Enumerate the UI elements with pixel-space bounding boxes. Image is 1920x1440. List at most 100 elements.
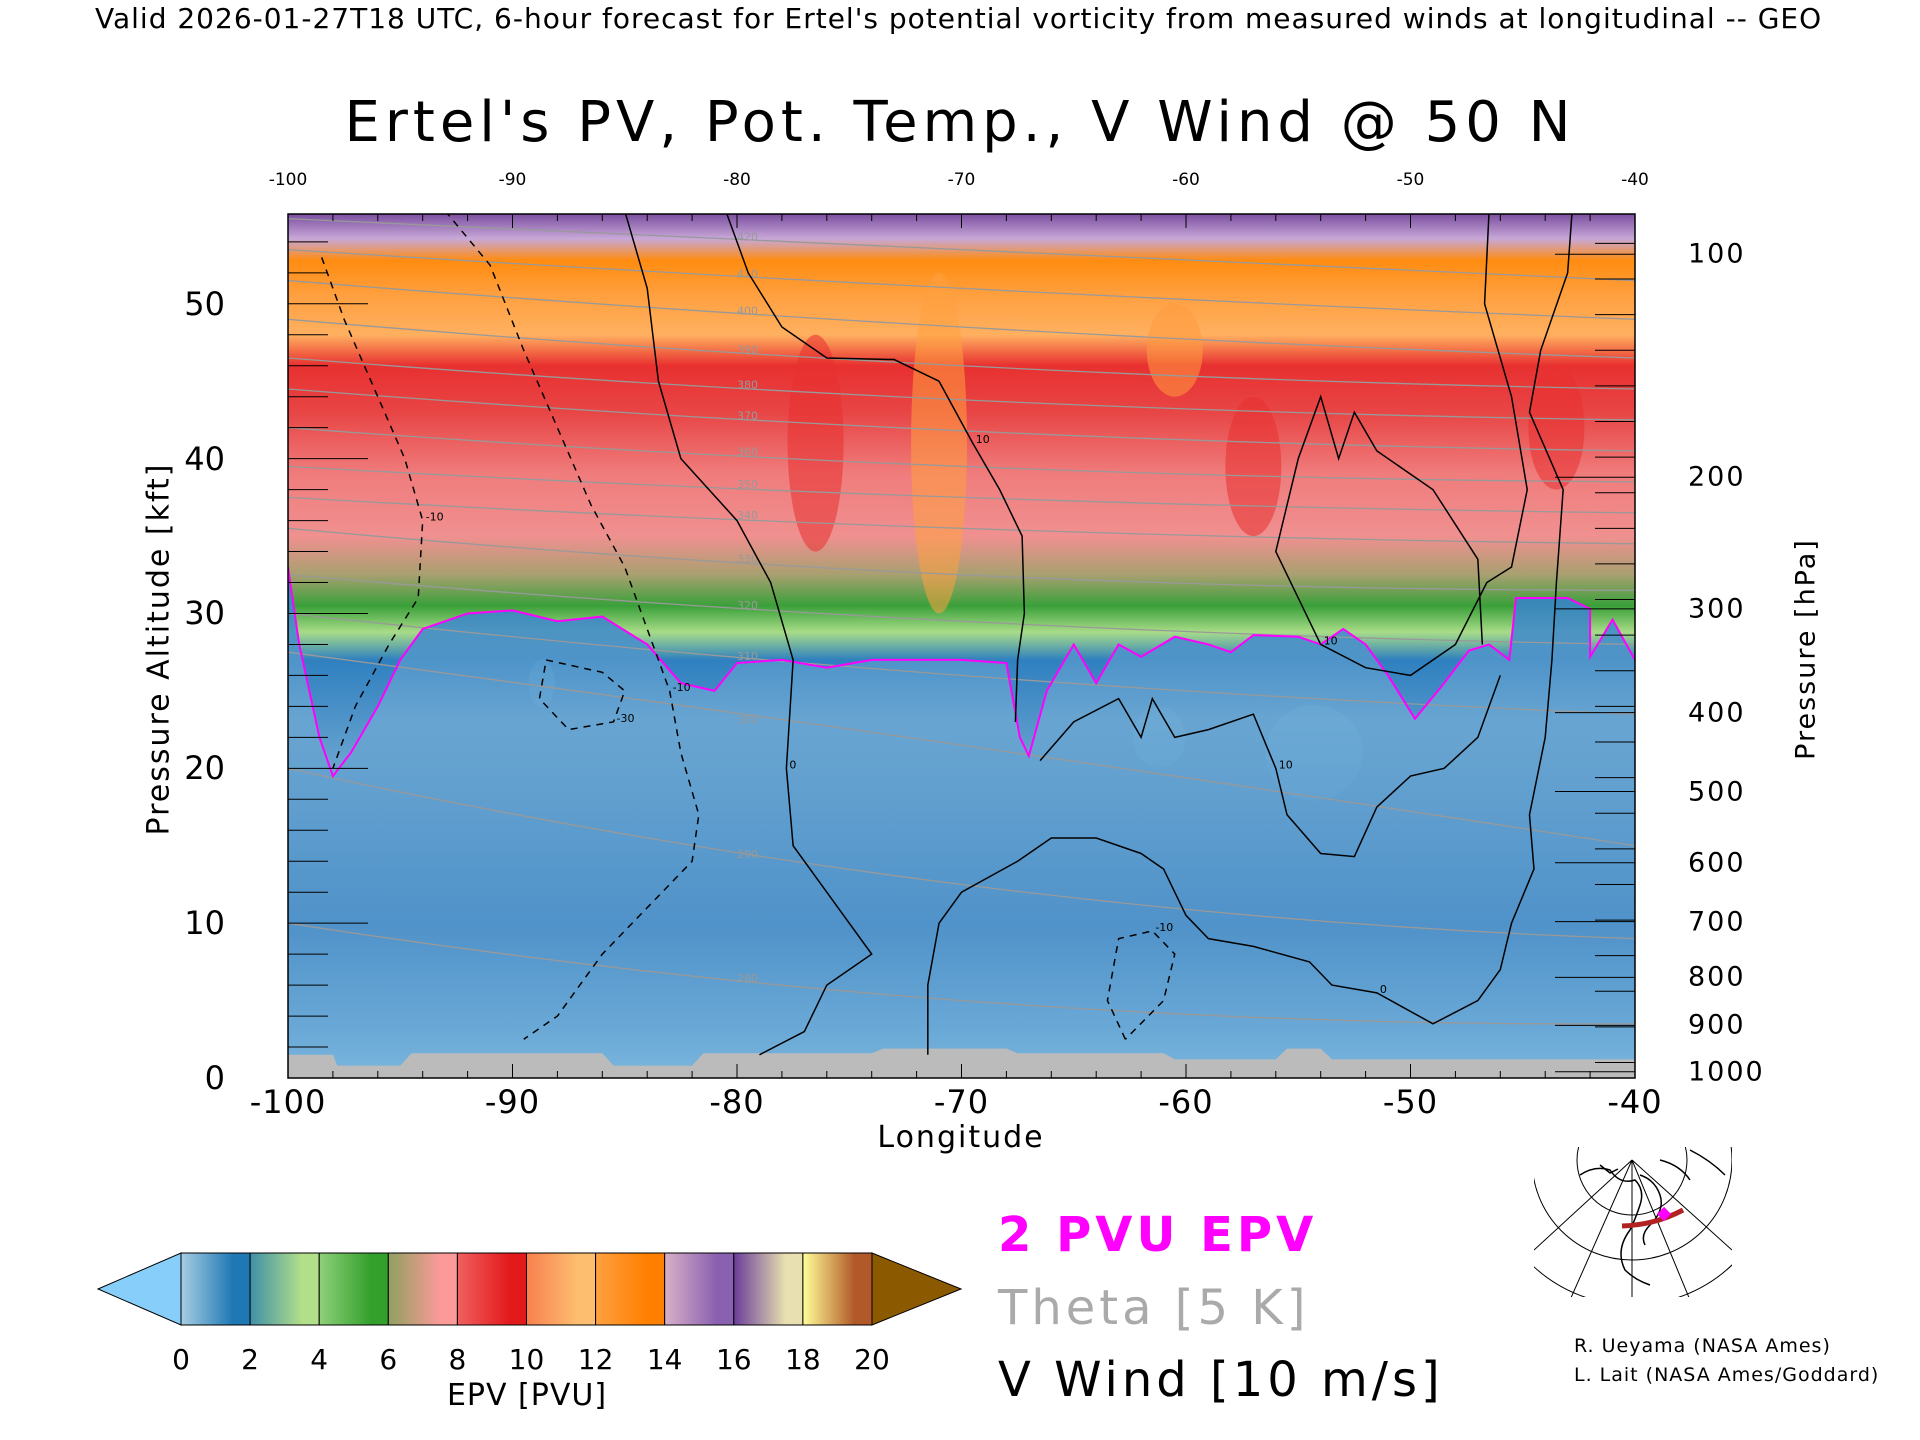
colorbar-segment xyxy=(526,1252,597,1326)
theta-label: 330 xyxy=(737,552,758,565)
colorbar-over-triangle xyxy=(871,1252,963,1326)
theta-isentrope xyxy=(288,388,1635,452)
theta-isentrope xyxy=(288,217,1635,282)
theta-label: 410 xyxy=(737,268,758,281)
colorbar-tick-label: 6 xyxy=(379,1343,398,1376)
y-tick-label: 20 xyxy=(184,749,225,788)
credit-line: L. Lait (NASA Ames/Goddard) xyxy=(1574,1364,1880,1386)
v-wind-contour xyxy=(624,214,873,1056)
x-tick-label: -40 xyxy=(1607,1083,1663,1121)
v-wind-contour xyxy=(726,214,1026,722)
v-wind-contour-label: -10 xyxy=(1155,921,1173,934)
theta-isentrope xyxy=(288,318,1635,390)
theta-label: 340 xyxy=(737,509,758,522)
plot-area: 420 410 400 390 380 370 360 350 340 330 320 310 300 2… xyxy=(287,213,1636,1079)
theta-label: 380 xyxy=(737,378,758,391)
colorbar-segment xyxy=(595,1252,666,1326)
troposphere-low-pv-region xyxy=(288,567,1635,1078)
x-tick-label: -80 xyxy=(709,1083,765,1121)
colorbar-segment xyxy=(180,1252,251,1326)
theta-label: 420 xyxy=(737,230,758,243)
theta-isentrope xyxy=(288,612,1635,715)
y-tick-label: 50 xyxy=(184,284,225,323)
top-x-tick-label: -60 xyxy=(1172,170,1200,190)
v-wind-contour-label: 10 xyxy=(976,433,990,446)
credit-line: R. Ueyama (NASA Ames) xyxy=(1574,1335,1831,1357)
pressure-tick-label: 700 xyxy=(1688,906,1746,938)
colorbar-tick-label: 20 xyxy=(854,1343,890,1376)
legend-pv-line: 2 PVU EPV xyxy=(998,1207,1318,1263)
colorbar-segment xyxy=(664,1252,735,1326)
legend-v-wind: V Wind [10 m/s] xyxy=(998,1352,1444,1408)
colorbar-tick-label: 0 xyxy=(172,1343,190,1376)
map-meridian xyxy=(1570,1159,1633,1297)
map-cross-section-track xyxy=(1621,1207,1685,1229)
v-wind-contour-label: -10 xyxy=(673,681,691,694)
colorbar-segment xyxy=(318,1252,389,1326)
v-wind-contour-label: 10 xyxy=(1324,634,1338,647)
pressure-tick-label: 300 xyxy=(1688,593,1746,625)
v-wind-contour xyxy=(1039,675,1502,858)
epv-feature xyxy=(1528,365,1585,490)
ground-terrain xyxy=(288,1048,1635,1078)
colorbar-segment xyxy=(249,1252,320,1326)
epv-feature xyxy=(787,334,844,552)
pressure-tick-label: 800 xyxy=(1688,961,1746,993)
y-tick-label: 40 xyxy=(184,439,225,478)
theta-isentrope xyxy=(288,279,1635,359)
colorbar-segment xyxy=(802,1252,873,1326)
colorbar-segment xyxy=(387,1252,458,1326)
v-wind-contour-label: -10 xyxy=(426,511,444,524)
colorbar-tick-label: 14 xyxy=(646,1343,683,1376)
colorbar-tick-label: 12 xyxy=(577,1343,614,1376)
pressure-tick-label: 100 xyxy=(1688,238,1746,270)
theta-isentrope xyxy=(288,574,1635,646)
pressure-tick-label: 1000 xyxy=(1688,1056,1765,1088)
theta-label: 290 xyxy=(737,848,758,861)
top-x-tick-label: -80 xyxy=(723,170,751,190)
map-coastlines xyxy=(1579,1149,1726,1286)
theta-label: 300 xyxy=(737,714,758,727)
top-x-tick-label: -100 xyxy=(268,170,308,190)
theta-isentrope xyxy=(288,767,1635,940)
x-tick-label: -100 xyxy=(249,1083,327,1121)
top-x-tick-label: -50 xyxy=(1396,170,1425,190)
theta-isentrope xyxy=(288,427,1635,483)
v-wind-contour xyxy=(538,659,626,731)
theta-label: 280 xyxy=(737,972,758,985)
theta-isentrope xyxy=(288,357,1635,421)
v-wind-contour xyxy=(1275,214,1529,677)
colorbar xyxy=(96,1252,963,1326)
theta-label: 360 xyxy=(737,446,758,459)
pressure-tick-label: 200 xyxy=(1688,461,1746,493)
theta-label: 320 xyxy=(737,599,758,612)
colorbar-segment xyxy=(733,1252,804,1326)
v-wind-contour xyxy=(446,214,700,1040)
forecast-header: Valid 2026-01-27T18 UTC, 6-hour forecast… xyxy=(95,2,1823,35)
colorbar-tick-label: 16 xyxy=(715,1343,752,1376)
colorbar-tick-label: 8 xyxy=(448,1343,467,1376)
theta-isentrope xyxy=(288,496,1635,545)
map-meridian xyxy=(1631,1159,1690,1297)
colorbar-under-triangle xyxy=(96,1252,182,1326)
legend-theta: Theta [5 K] xyxy=(998,1280,1310,1336)
chart-title: Ertel's PV, Pot. Temp., V Wind @ 50 N xyxy=(344,90,1576,155)
y-tick-label: 0 xyxy=(204,1059,225,1097)
theta-isentrope xyxy=(288,465,1635,514)
theta-label: 350 xyxy=(737,478,758,491)
colorbar-tick-label: 4 xyxy=(310,1343,329,1376)
top-x-tick-label: -90 xyxy=(498,170,527,190)
x-tick-label: -90 xyxy=(484,1083,541,1121)
x-axis-label: Longitude xyxy=(877,1120,1045,1155)
theta-label: 390 xyxy=(737,343,758,356)
y-axis-label: Pressure Altitude [kft] xyxy=(141,462,177,836)
v-wind-contour-label: 10 xyxy=(1279,758,1293,771)
v-wind-contour-label: 0 xyxy=(789,758,796,771)
map-meridian xyxy=(1631,1159,1732,1251)
pressure-tick-label: 600 xyxy=(1688,847,1746,879)
epv-feature xyxy=(1146,303,1203,397)
v-wind-contour-label: -30 xyxy=(617,712,635,725)
v-wind-contour-label: 0 xyxy=(1380,983,1387,996)
colorbar-tick-label: 10 xyxy=(508,1343,545,1376)
field-layer: 420 410 400 390 380 370 360 350 340 330 320 310 300 2… xyxy=(288,214,1635,1078)
